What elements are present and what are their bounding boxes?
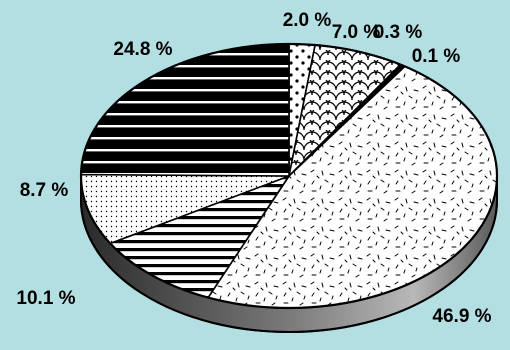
pie-outline bbox=[79, 42, 499, 310]
slice-label: 7.0 % bbox=[332, 22, 381, 43]
slice-label: 46.9 % bbox=[432, 306, 491, 327]
slice-label: 8.7 % bbox=[20, 180, 69, 201]
slice-label: 0.1 % bbox=[412, 46, 461, 67]
slice-label: 10.1 % bbox=[16, 288, 75, 309]
slice-label: 2.0 % bbox=[283, 10, 332, 31]
pie-slices bbox=[79, 42, 499, 310]
pie-labels: 2.0 %7.0 %0.3 % 0.1 % 46.9 % 10.1 % 8.7 % 24.… bbox=[16, 10, 491, 327]
slice-label: 24.8 % bbox=[113, 39, 172, 60]
slice-label: 0.3 % bbox=[374, 22, 423, 43]
pie-rim-edge bbox=[80, 199, 498, 333]
pie-slice bbox=[80, 43, 290, 177]
